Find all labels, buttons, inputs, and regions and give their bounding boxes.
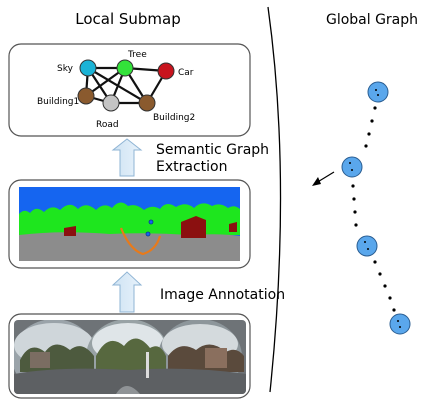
label-building1: Building1 — [37, 97, 79, 107]
global-graph — [312, 81, 411, 335]
semantic-graph-nodes — [77, 59, 175, 112]
global-edge-dot — [351, 184, 355, 188]
seg-trajectory — [119, 227, 162, 256]
step-extraction-line2: Extraction — [156, 159, 227, 175]
global-graph-title: Global Graph — [326, 12, 418, 28]
seg-trajectory-point — [145, 231, 151, 237]
node-sky — [79, 59, 97, 77]
global-dots — [351, 106, 396, 312]
seg-ground-region — [19, 232, 240, 261]
step-annotation: Image Annotation — [160, 287, 285, 303]
label-sky: Sky — [57, 64, 74, 74]
label-building2: Building2 — [153, 113, 195, 123]
node-car — [157, 62, 175, 80]
global-edge-dot — [388, 296, 392, 300]
global-node — [341, 156, 363, 178]
arrow-up-annotation — [111, 271, 143, 313]
global-edge-dot — [364, 144, 368, 148]
global-edge-dot — [383, 284, 387, 288]
semantic-graph-panel — [8, 43, 251, 137]
global-edge-dot — [378, 272, 382, 276]
label-tree: Tree — [127, 50, 147, 60]
node-tree — [116, 59, 134, 77]
panorama-image — [14, 320, 246, 394]
global-node — [389, 313, 411, 335]
global-edge-dot — [373, 260, 377, 264]
segmentation-image — [19, 187, 240, 261]
node-road — [102, 94, 120, 112]
global-edge-dot — [353, 210, 357, 214]
seg-building-region — [181, 216, 206, 238]
seg-building-region — [64, 226, 76, 236]
arrowhead — [312, 177, 321, 186]
node-building1 — [77, 87, 95, 105]
seg-building-region — [229, 222, 237, 232]
global-edge-dot — [370, 119, 374, 123]
step-extraction-line1: Semantic Graph — [156, 142, 269, 158]
global-edge-dot — [392, 308, 396, 312]
global-node — [367, 81, 389, 103]
seg-trajectory-point — [148, 219, 154, 225]
global-edge-dot — [354, 223, 358, 227]
global-edge-dot — [367, 132, 371, 136]
global-edge-dot — [352, 197, 356, 201]
node-building2 — [138, 94, 156, 112]
arrow-up-extraction — [111, 138, 143, 177]
local-submap-title: Local Submap — [75, 10, 181, 28]
global-edge-dot — [373, 106, 377, 110]
global-node — [356, 235, 378, 257]
label-road: Road — [96, 120, 119, 130]
separator-curve — [267, 6, 282, 393]
label-car: Car — [178, 68, 194, 78]
